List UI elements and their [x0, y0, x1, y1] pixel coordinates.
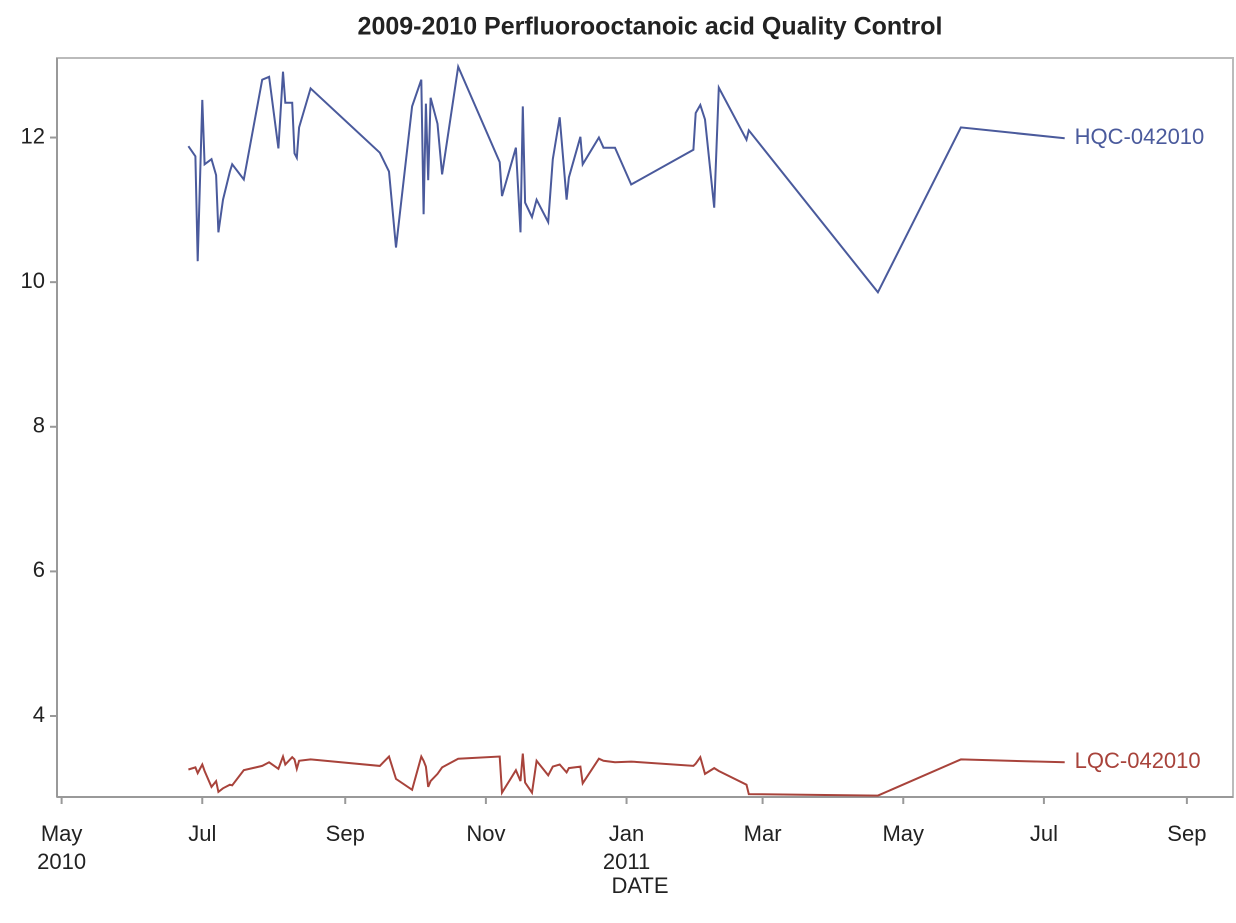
y-tick-label: 12 [21, 123, 45, 148]
chart-title: 2009-2010 Perfluorooctanoic acid Quality… [358, 13, 943, 41]
series-line [187, 63, 1065, 295]
x-tick-label-line: Sep [326, 821, 365, 846]
x-tick-label: Mar [744, 821, 782, 846]
x-tick-label: Nov [466, 821, 505, 846]
x-tick-label-line: May [41, 821, 83, 846]
y-tick-label: 10 [21, 268, 45, 293]
y-tick-label: 8 [33, 413, 45, 438]
x-tick-label-line: Nov [466, 821, 505, 846]
x-tick-label: May 2010 [37, 821, 86, 874]
plot-frame [56, 57, 1234, 798]
x-tick-label: Jan 2011 [603, 821, 650, 874]
x-axis-label: DATE [611, 873, 668, 898]
x-tick-label: Sep [1167, 821, 1206, 846]
x-tick-label-line: 2011 [603, 849, 650, 874]
y-tick-label: 4 [33, 702, 45, 727]
y-tick-label: 6 [33, 557, 45, 582]
x-tick-label: Jul [188, 821, 216, 846]
x-tick-label-line: Jul [1030, 821, 1058, 846]
x-tick-label: May [882, 821, 924, 846]
x-tick-label: Jul [1030, 821, 1058, 846]
x-tick-label: Sep [326, 821, 365, 846]
x-tick-label-line: Jul [188, 821, 216, 846]
x-tick-label-line: Jan [609, 821, 644, 846]
series-line [188, 753, 1065, 797]
series-label: LQC-042010 [1075, 748, 1201, 773]
x-tick-label-line: Sep [1167, 821, 1206, 846]
x-tick-label-line: 2010 [37, 849, 86, 874]
x-tick-label-line: Mar [744, 821, 782, 846]
series-label: HQC-042010 [1075, 124, 1205, 149]
x-tick-label-line: May [882, 821, 924, 846]
